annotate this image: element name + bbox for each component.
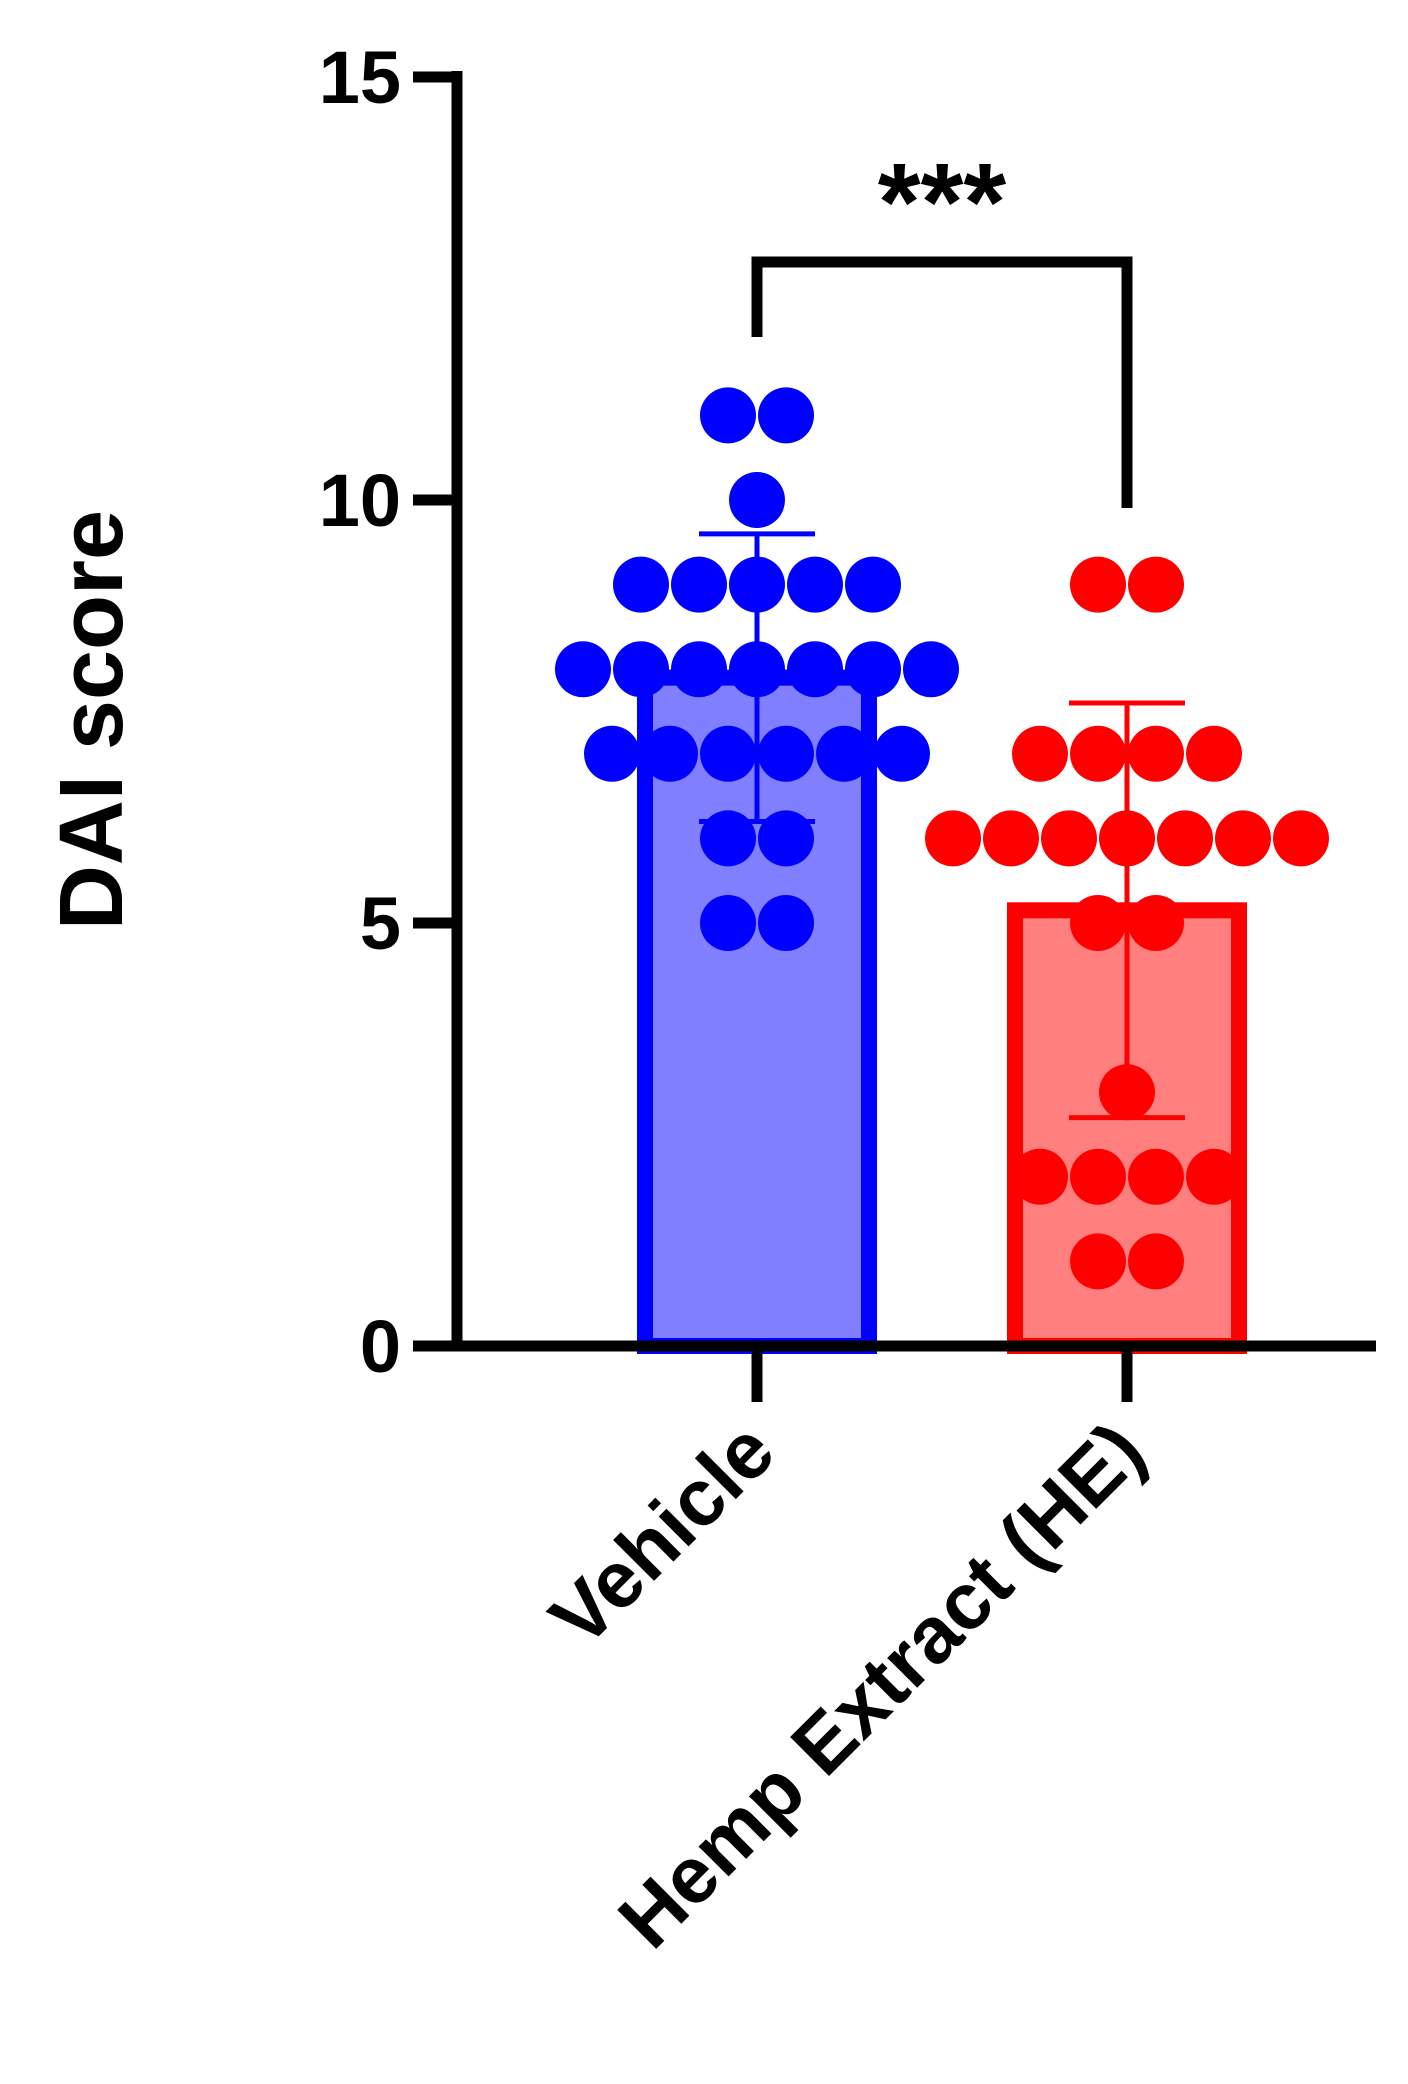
data-point-hemp-extract-he	[1012, 1148, 1068, 1205]
data-point-hemp-extract-he	[1099, 810, 1155, 867]
significance-bracket	[751, 256, 1133, 508]
data-point-vehicle	[816, 725, 872, 782]
data-point-hemp-extract-he	[1070, 1148, 1126, 1205]
data-point-vehicle	[845, 641, 901, 698]
x-tick-label-vehicle: Vehicle	[533, 1405, 791, 1663]
data-point-vehicle	[555, 641, 611, 698]
data-point-vehicle	[729, 641, 785, 698]
data-point-vehicle	[787, 556, 843, 613]
data-point-vehicle	[874, 725, 930, 782]
data-point-vehicle	[758, 725, 814, 782]
data-point-vehicle	[613, 556, 669, 613]
data-point-vehicle	[787, 641, 843, 698]
data-point-hemp-extract-he	[983, 810, 1039, 867]
y-axis-label: DAI score	[42, 510, 142, 930]
significance-label: ***	[878, 141, 1007, 264]
data-point-vehicle	[758, 895, 814, 951]
y-tick-label-0: 0	[360, 1305, 401, 1388]
data-point-hemp-extract-he	[1070, 895, 1126, 951]
data-point-hemp-extract-he	[1070, 725, 1126, 782]
data-point-hemp-extract-he	[1128, 1233, 1184, 1290]
data-point-hemp-extract-he	[1041, 810, 1097, 867]
data-point-vehicle	[903, 641, 959, 698]
data-point-vehicle	[729, 556, 785, 613]
data-point-hemp-extract-he	[1128, 895, 1184, 951]
data-point-hemp-extract-he	[1273, 810, 1329, 867]
data-point-vehicle	[642, 725, 698, 782]
data-point-hemp-extract-he	[1070, 556, 1126, 613]
significance-layer: ***	[751, 141, 1133, 508]
data-point-vehicle	[584, 725, 640, 782]
y-tick-label-10: 10	[319, 459, 401, 542]
data-point-vehicle	[700, 387, 756, 444]
data-point-vehicle	[700, 895, 756, 951]
y-tick-label-5: 5	[360, 882, 401, 965]
data-point-hemp-extract-he	[1070, 1233, 1126, 1290]
data-point-vehicle	[700, 810, 756, 867]
data-point-vehicle	[671, 641, 727, 698]
data-point-vehicle	[613, 641, 669, 698]
data-point-hemp-extract-he	[1128, 1148, 1184, 1205]
data-point-hemp-extract-he	[1157, 810, 1213, 867]
data-point-hemp-extract-he	[925, 810, 981, 867]
data-point-vehicle	[700, 725, 756, 782]
data-point-vehicle	[758, 810, 814, 867]
data-point-hemp-extract-he	[1012, 725, 1068, 782]
data-point-hemp-extract-he	[1128, 725, 1184, 782]
data-point-hemp-extract-he	[1186, 1148, 1242, 1205]
data-point-vehicle	[758, 387, 814, 444]
y-tick-label-15: 15	[319, 36, 401, 119]
data-point-hemp-extract-he	[1215, 810, 1271, 867]
data-point-hemp-extract-he	[1186, 725, 1242, 782]
data-point-hemp-extract-he	[1128, 556, 1184, 613]
points-layer	[555, 387, 1329, 1290]
data-point-vehicle	[729, 472, 785, 528]
data-point-vehicle	[671, 556, 727, 613]
data-point-vehicle	[845, 556, 901, 613]
data-point-hemp-extract-he	[1099, 1064, 1155, 1121]
